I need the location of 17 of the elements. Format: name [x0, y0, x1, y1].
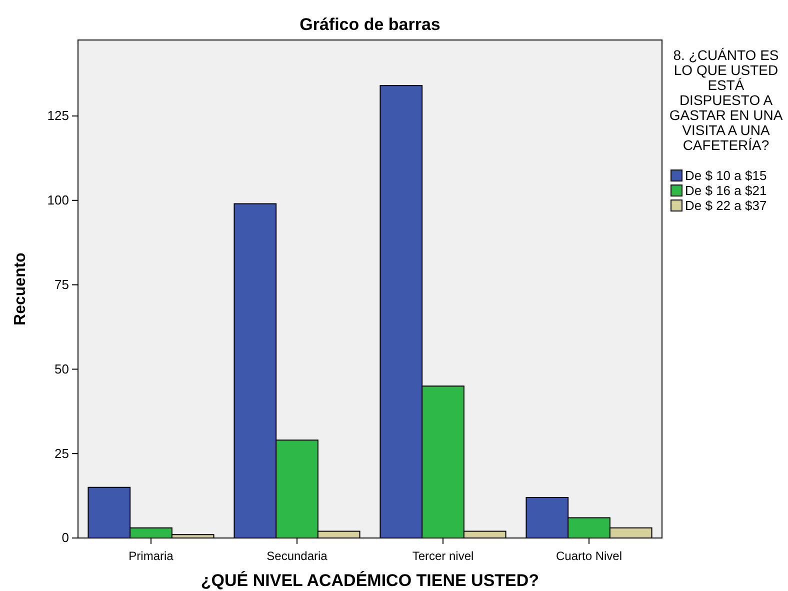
- x-tick-label: Cuarto Nivel: [556, 549, 622, 564]
- y-tick-label: 75: [54, 276, 69, 292]
- x-axis-title: ¿QUÉ NIVEL ACADÉMICO TIENE USTED?: [200, 570, 540, 590]
- legend-title: 8. ¿CUÁNTO ES LO QUE USTED ESTÁ DISPUESTO A GASTAR EN UNA VISITA A UNA CAFETERÍA?: [669, 47, 784, 153]
- legend-label: De $ 22 a $37: [685, 198, 767, 213]
- y-axis-title: Recuento: [12, 252, 29, 326]
- legend-label: De $ 16 a $21: [685, 183, 767, 198]
- x-tick-label: Tercer nivel: [412, 549, 474, 564]
- y-tick-label: 0: [62, 530, 69, 546]
- x-tick-label: Primaria: [128, 549, 174, 564]
- y-tick-label: 50: [54, 361, 69, 376]
- y-tick-label: 125: [47, 108, 69, 124]
- y-tick-label: 100: [47, 192, 69, 208]
- y-tick-label: 25: [54, 446, 69, 461]
- chart-title: Gráfico de barras: [300, 15, 440, 34]
- x-tick-label: Secundaria: [266, 549, 328, 564]
- legend-label: De $ 10 a $15: [685, 168, 767, 183]
